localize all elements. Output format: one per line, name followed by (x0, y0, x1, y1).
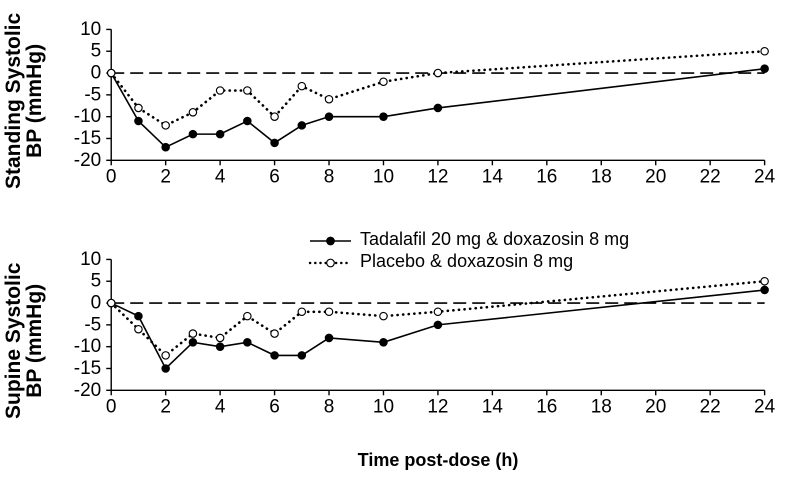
svg-text:20: 20 (645, 396, 666, 417)
svg-text:8: 8 (324, 396, 335, 417)
svg-text:0: 0 (91, 63, 102, 84)
svg-text:12: 12 (427, 166, 448, 187)
svg-text:8: 8 (324, 166, 335, 187)
svg-text:12: 12 (427, 396, 448, 417)
svg-text:0: 0 (106, 396, 117, 417)
svg-text:10: 10 (373, 166, 394, 187)
svg-text:0: 0 (91, 293, 102, 314)
svg-text:-5: -5 (84, 84, 101, 105)
svg-text:14: 14 (482, 166, 504, 187)
svg-text:5: 5 (91, 41, 102, 62)
svg-text:2: 2 (160, 396, 171, 417)
svg-text:18: 18 (591, 166, 612, 187)
svg-text:16: 16 (536, 396, 557, 417)
svg-text:24: 24 (754, 166, 776, 187)
svg-text:-15: -15 (74, 358, 101, 379)
svg-text:6: 6 (269, 166, 280, 187)
svg-text:-20: -20 (74, 150, 101, 171)
svg-text:-10: -10 (74, 106, 101, 127)
svg-text:4: 4 (215, 396, 226, 417)
svg-text:24: 24 (754, 396, 776, 417)
svg-text:16: 16 (536, 166, 557, 187)
svg-text:0: 0 (106, 166, 117, 187)
svg-text:5: 5 (91, 271, 102, 292)
svg-text:20: 20 (645, 166, 666, 187)
svg-text:22: 22 (700, 166, 721, 187)
svg-text:22: 22 (700, 396, 721, 417)
svg-text:10: 10 (80, 19, 101, 40)
svg-text:-5: -5 (84, 314, 101, 335)
svg-text:14: 14 (482, 396, 504, 417)
svg-text:4: 4 (215, 166, 226, 187)
svg-text:-10: -10 (74, 336, 101, 357)
svg-text:-15: -15 (74, 128, 101, 149)
svg-text:6: 6 (269, 396, 280, 417)
svg-text:10: 10 (373, 396, 394, 417)
svg-text:-20: -20 (74, 380, 101, 401)
svg-text:18: 18 (591, 396, 612, 417)
svg-text:10: 10 (80, 249, 101, 270)
svg-text:2: 2 (160, 166, 171, 187)
